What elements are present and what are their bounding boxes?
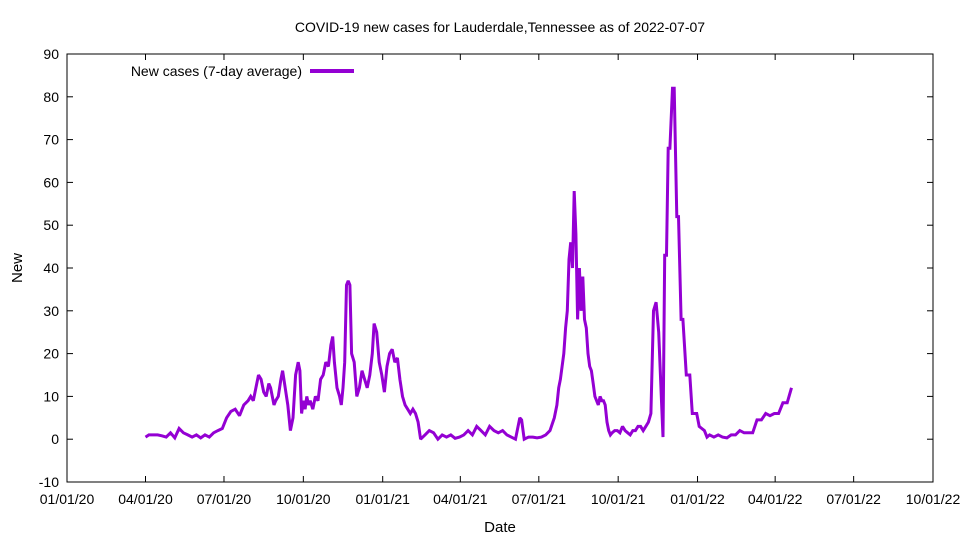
y-axis-tick-labels: -10 0 10 20 30 40 50 60 70 80 90	[39, 46, 59, 490]
y-tick-label: -10	[39, 474, 59, 490]
x-axis-label: Date	[484, 519, 516, 536]
y-tick-label: 50	[43, 217, 59, 233]
tick-marks	[66, 53, 934, 483]
x-tick-label: 07/01/22	[826, 491, 881, 507]
x-tick-label: 10/01/21	[591, 491, 646, 507]
x-tick-label: 01/01/22	[670, 491, 725, 507]
y-tick-label: 60	[43, 174, 59, 190]
y-tick-label: 0	[51, 431, 59, 447]
x-tick-label: 10/01/22	[906, 491, 960, 507]
x-tick-label: 07/01/20	[197, 491, 252, 507]
x-tick-label: 04/01/21	[433, 491, 488, 507]
x-tick-label: 01/01/20	[40, 491, 95, 507]
y-tick-label: 20	[43, 346, 59, 362]
y-tick-label: 40	[43, 260, 59, 276]
x-tick-label: 04/01/20	[118, 491, 173, 507]
x-tick-label: 04/01/22	[748, 491, 803, 507]
x-tick-label: 07/01/21	[512, 491, 567, 507]
series-line-0	[144, 86, 793, 442]
y-tick-label: 10	[43, 388, 59, 404]
y-tick-label: 90	[43, 46, 59, 62]
legend-label: New cases (7-day average)	[131, 63, 302, 79]
y-axis-label: New	[9, 253, 26, 283]
x-tick-label: 10/01/20	[276, 491, 331, 507]
legend: New cases (7-day average)	[131, 63, 354, 79]
plot-frame	[66, 53, 934, 483]
y-tick-label: 70	[43, 132, 59, 148]
x-tick-label: 01/01/21	[355, 491, 410, 507]
x-axis-tick-labels: 01/01/20 04/01/20 07/01/20 10/01/20 01/01/21…	[40, 491, 960, 507]
y-tick-label: 30	[43, 303, 59, 319]
y-tick-label: 80	[43, 89, 59, 105]
series-layer	[144, 86, 793, 442]
chart-title: COVID-19 new cases for Lauderdale,Tennes…	[295, 19, 705, 35]
